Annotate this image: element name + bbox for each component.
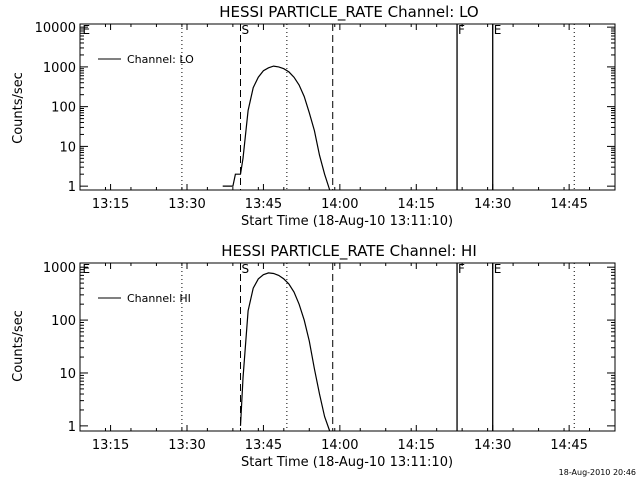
event-marker: E [83,262,91,276]
x-ticks: 13:15 13:30 13:45 14:00 14:15 14:30 14:45 [79,24,591,212]
x-tick-label: 13:15 [92,197,129,212]
plot-frame [79,262,616,432]
x-tick-label: 14:30 [474,197,511,212]
y-ticks: 1 10 100 1000 10000 [35,21,615,195]
y-tick-label: 10000 [35,21,76,36]
x-tick-label: 14:45 [550,438,587,453]
y-tick-label: 100 [51,101,76,116]
chart-title: HESSI PARTICLE_RATE Channel: HI [221,242,477,261]
event-marker: F [458,23,465,37]
y-tick-label: 100 [51,314,76,329]
x-tick-label: 13:30 [168,438,205,453]
chart-title: HESSI PARTICLE_RATE Channel: LO [219,3,478,22]
x-tick-label: 13:45 [245,197,282,212]
y-tick-label: 10 [59,367,76,382]
x-tick-label: 14:15 [398,438,435,453]
y-axis-label: Counts/sec [11,72,26,144]
series-layer [222,65,331,191]
y-tick-label: 1000 [43,61,76,76]
reference-lines [181,24,575,190]
y-tick-label: 1 [68,420,76,435]
series-line [239,272,331,432]
x-tick-label: 14:00 [321,197,358,212]
series-line [222,65,331,191]
legend: Channel: HI [98,292,191,305]
legend: Channel: LO [98,53,194,66]
y-axis-label: Counts/sec [11,310,26,382]
event-marker: E [494,262,502,276]
chart-panel-hi: HESSI PARTICLE_RATE Channel: HI Counts/s… [11,242,616,470]
y-tick-label: 1000 [43,261,76,276]
legend-label: Channel: HI [127,292,191,305]
x-axis-label: Start Time (18-Aug-10 13:11:10) [241,455,453,470]
x-ticks: 13:15 13:30 13:45 14:00 14:15 14:30 14:45 [79,263,591,453]
x-tick-label: 14:00 [321,438,358,453]
x-tick-label: 14:45 [550,197,587,212]
y-tick-label: 10 [59,140,76,155]
x-axis-label: Start Time (18-Aug-10 13:11:10) [241,214,453,229]
event-marker: F [458,262,465,276]
event-marker: S [242,262,250,276]
chart-panel-lo: HESSI PARTICLE_RATE Channel: LO Counts/s… [11,3,616,229]
event-marker: E [83,23,91,37]
y-tick-label: 1 [68,180,76,195]
y-ticks: 1 10 100 1000 [43,261,615,435]
x-tick-label: 13:45 [245,438,282,453]
x-tick-label: 13:30 [168,197,205,212]
event-marker: E [494,23,502,37]
series-layer [239,272,331,432]
event-marker: S [242,23,250,37]
reference-lines [181,263,575,431]
plot-frame [79,23,616,191]
legend-label: Channel: LO [127,53,194,66]
x-tick-label: 13:15 [92,438,129,453]
timestamp: 18-Aug-2010 20:46 [559,468,636,477]
x-tick-label: 14:30 [474,438,511,453]
x-tick-label: 14:15 [398,197,435,212]
